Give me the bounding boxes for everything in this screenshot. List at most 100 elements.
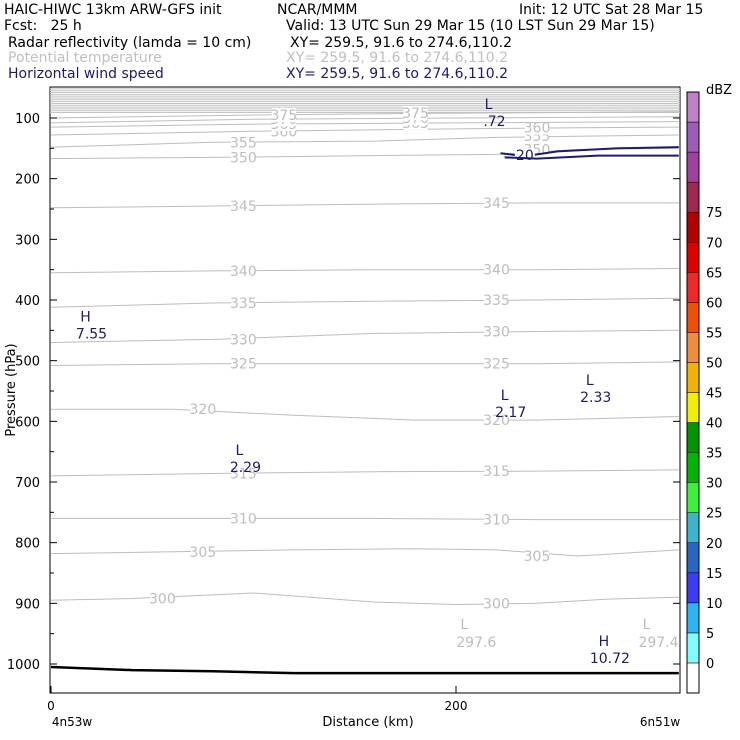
theta-label-bg <box>231 332 256 347</box>
theta-label-bg <box>484 293 509 307</box>
colorbar-swatch <box>686 572 700 604</box>
colorbar-swatch <box>686 151 700 183</box>
wind-extremum-type: H <box>599 634 610 650</box>
wind-extremum: L.72 <box>483 97 505 130</box>
theta-contour-line <box>50 548 679 557</box>
theta-contour-335: 335 335 <box>50 293 679 312</box>
theta-contour-label: 330 <box>483 325 510 341</box>
theta-contour-label: 300 <box>149 591 176 607</box>
theta-extremum-type: L <box>460 617 468 633</box>
colorbar-level-label: 65 <box>706 266 723 281</box>
valid-time: Valid: 13 UTC Sun 29 Mar 15 (10 LST Sun … <box>286 18 655 34</box>
theta-label-bg <box>231 198 256 213</box>
colorbar: dBZ 0 5 10 15 20 25 30 35 40 45 50 55 60 65 70 75 <box>686 83 732 694</box>
theta-extremum: L 297.4 <box>638 617 678 651</box>
theta-contour-label: 355 <box>230 135 257 151</box>
field-xy-reflectivity: XY= 259.5, 91.6 to 274.6,110.2 <box>290 35 513 51</box>
theta-contour-315: 315 315 <box>50 464 679 483</box>
x-end-label: 6n51w <box>640 715 681 729</box>
theta-contour-line <box>50 116 679 124</box>
colorbar-swatch <box>686 362 700 393</box>
theta-contour-345: 345 345 <box>50 195 679 215</box>
field-name-reflectivity: Radar reflectivity (lamda = 10 cm) <box>8 35 252 51</box>
theta-contour-355: 355 355 <box>50 129 679 151</box>
theta-contour-300: 300 300 <box>50 591 679 612</box>
wind-extremum: L2.29 <box>230 443 261 476</box>
colorbar-level-label: 20 <box>706 537 723 552</box>
theta-label-bg <box>484 324 509 339</box>
plot-frame <box>49 86 681 694</box>
colorbar-swatch <box>686 91 700 123</box>
colorbar-level-label: 25 <box>706 507 723 522</box>
theta-contour-line <box>50 297 679 308</box>
theta-contour-line <box>50 134 679 148</box>
colorbar-frame <box>686 91 700 694</box>
theta-contour-label: 310 <box>483 513 510 529</box>
theta-contour-label: 305 <box>190 545 217 561</box>
theta-label-bg <box>484 512 509 527</box>
theta-contour-label: 335 <box>483 293 510 309</box>
colorbar-swatch <box>686 512 700 544</box>
y-tick-label: 200 <box>15 173 40 188</box>
x-axis-label: Distance (km) <box>322 715 413 730</box>
theta-contour-label: 335 <box>230 296 257 312</box>
y-tick-label: 100 <box>15 112 40 127</box>
colorbar-level-label: 10 <box>706 597 723 612</box>
theta-contour-label: 360 <box>524 121 551 137</box>
y-tick-label: 800 <box>15 537 40 552</box>
theta-contour-label: 320 <box>483 413 510 429</box>
theta-contour-line <box>50 592 679 606</box>
theta-label-bg <box>150 591 175 606</box>
field-xy-wind: XY= 259.5, 91.6 to 274.6,110.2 <box>286 66 509 82</box>
wind-extremum: L2.17 <box>495 388 526 421</box>
theta-contour-375: 375 375 <box>50 106 679 124</box>
colorbar-level-label: 30 <box>706 477 723 492</box>
theta-contour-line <box>50 111 679 119</box>
theta-contour-line <box>50 126 679 136</box>
theta-contour-label: 345 <box>483 196 510 212</box>
theta-label-bg <box>231 150 256 165</box>
y-tick-label: 300 <box>15 233 40 248</box>
theta-contour-label: 330 <box>230 332 257 348</box>
colorbar-level-label: 5 <box>706 627 714 642</box>
colorbar-swatch <box>686 662 700 694</box>
x-tick-label: 0 <box>47 699 55 713</box>
theta-label-bg <box>231 466 256 481</box>
theta-extremum-value: 297.6 <box>456 635 496 651</box>
model-title: HAIC-HIWC 13km ARW-GFS init <box>4 2 222 18</box>
theta-contour-350: 350 350 <box>50 142 679 166</box>
colorbar-level-label: 75 <box>706 206 723 221</box>
theta-label-bg <box>484 356 509 371</box>
theta-label-bg <box>271 107 296 122</box>
colorbar-swatch <box>686 302 700 333</box>
colorbar-level-label: 15 <box>706 567 723 582</box>
theta-label-bg <box>484 413 509 428</box>
colorbar-swatch <box>686 422 700 453</box>
x-tick-label: 200 <box>445 699 468 713</box>
theta-label-bg <box>525 549 549 564</box>
y-tick-label: 700 <box>15 476 40 491</box>
theta-contour-330: 330 330 <box>50 324 679 348</box>
theta-label-bg <box>525 120 549 135</box>
colorbar-swatch <box>686 482 700 513</box>
colorbar-swatch <box>686 211 700 243</box>
x-start-label: 4n53w <box>52 715 93 729</box>
wind-extremum: L2.33 <box>580 373 611 406</box>
theta-contour-line <box>50 361 679 366</box>
y-tick-label: 900 <box>15 597 40 612</box>
colorbar-swatch <box>686 181 700 213</box>
y-tick-label: 400 <box>15 294 40 309</box>
extrema-labels: L297.6L297.4H7.55L2.29L2.17L2.33L.72H10.… <box>76 97 679 667</box>
theta-contour-label: 310 <box>230 511 257 527</box>
wind-extremum-type: L <box>235 443 243 459</box>
theta-contour-305: 305 305 <box>50 544 679 565</box>
y-tick-label: 1000 <box>7 658 40 673</box>
theta-contour-label: 375 <box>402 106 429 122</box>
wind-contour <box>504 154 679 160</box>
theta-contour-label: 300 <box>483 596 510 612</box>
theta-extremum-value: 297.4 <box>638 635 678 651</box>
terrain-line <box>50 665 679 675</box>
theta-contour-325: 325 325 <box>50 356 679 373</box>
theta-contour-line <box>50 329 679 343</box>
wind-extremum-value: 2.29 <box>230 460 261 476</box>
